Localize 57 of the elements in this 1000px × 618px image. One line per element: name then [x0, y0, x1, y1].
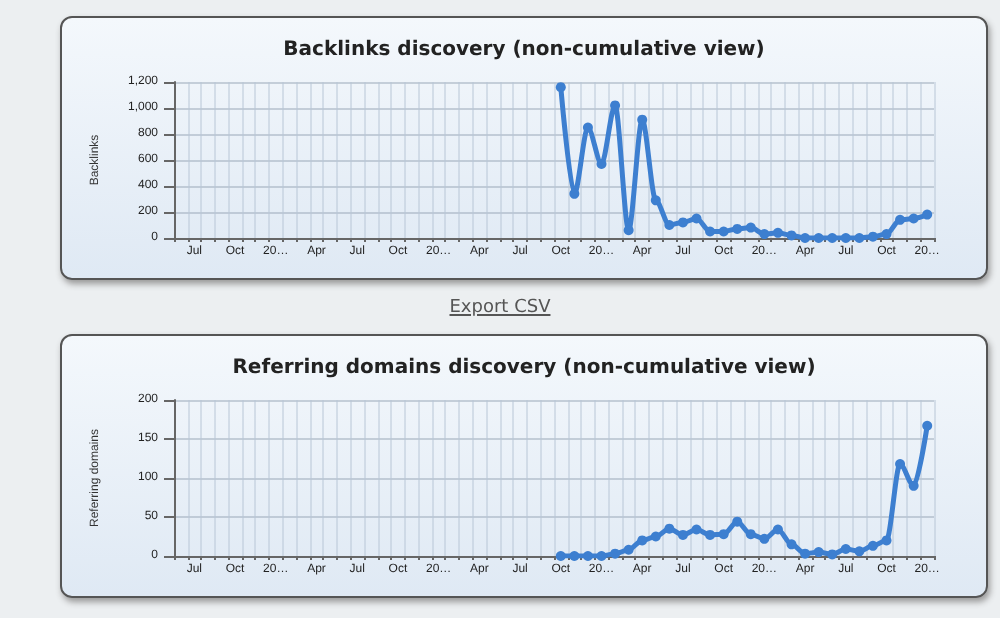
point	[772, 524, 783, 535]
point	[908, 213, 919, 224]
point	[840, 233, 851, 243]
point	[759, 533, 770, 544]
point	[732, 516, 743, 527]
point	[610, 548, 621, 559]
point	[596, 551, 607, 561]
point	[881, 535, 892, 546]
point	[922, 420, 933, 431]
point	[705, 529, 716, 540]
point	[772, 227, 783, 238]
point	[854, 546, 865, 557]
point	[732, 223, 743, 234]
point	[677, 529, 688, 540]
text: Export CSV	[447, 298, 553, 318]
point	[881, 229, 892, 240]
point	[800, 233, 811, 243]
point	[786, 230, 797, 241]
point	[705, 226, 716, 237]
point	[664, 220, 675, 230]
point	[623, 544, 634, 555]
point	[827, 549, 838, 560]
point	[867, 540, 878, 551]
point	[827, 233, 838, 243]
chart-title: Backlinks discovery (non-cumulative view)	[283, 39, 765, 61]
chart-title: Referring domains discovery (non-cumulative view)	[232, 357, 816, 379]
point	[677, 217, 688, 228]
point	[650, 195, 661, 206]
point	[895, 458, 906, 469]
point	[786, 539, 797, 550]
point	[637, 114, 648, 125]
point	[895, 214, 906, 225]
point	[691, 213, 702, 224]
point	[745, 222, 756, 233]
point	[664, 523, 675, 534]
point	[854, 233, 865, 243]
point	[718, 226, 729, 237]
point	[582, 122, 593, 133]
point	[650, 531, 661, 542]
point	[759, 229, 770, 240]
point	[691, 524, 702, 535]
point	[867, 231, 878, 242]
point	[840, 543, 851, 554]
point	[555, 82, 566, 93]
point	[623, 225, 634, 236]
point	[596, 158, 607, 169]
point	[569, 551, 580, 561]
point	[745, 529, 756, 540]
point	[718, 529, 729, 540]
point	[813, 233, 824, 243]
point	[582, 551, 593, 561]
point	[922, 209, 933, 220]
point	[555, 551, 566, 561]
point	[908, 480, 919, 491]
point	[813, 547, 824, 558]
point	[637, 535, 648, 546]
point	[800, 548, 811, 559]
